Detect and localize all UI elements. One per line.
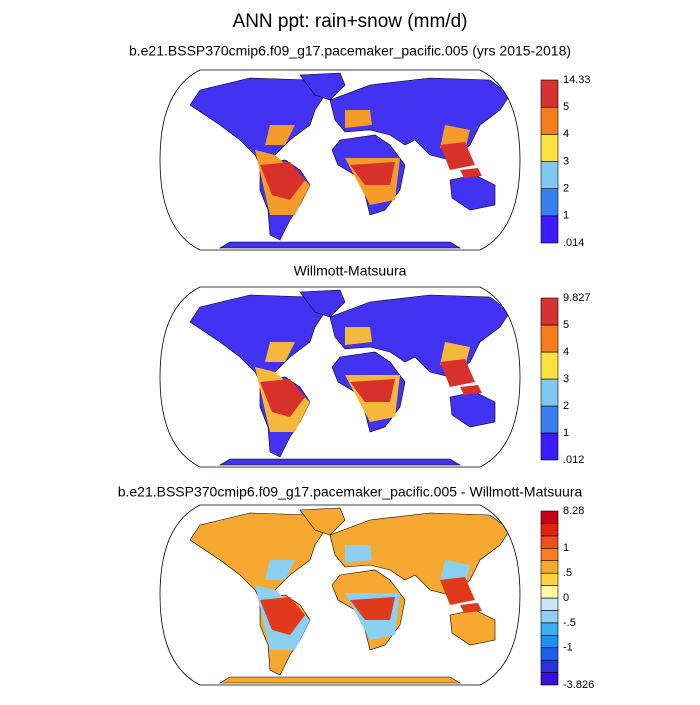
colorbar-label: -1 <box>563 642 573 654</box>
colorbar-box <box>540 351 559 380</box>
colorbar-label: 4 <box>563 346 569 358</box>
colorbar-box <box>540 610 559 624</box>
colorbar-label: 5 <box>563 101 569 113</box>
colorbar-label: 4 <box>563 128 569 140</box>
colorbar-label: .014 <box>563 237 584 249</box>
colorbar-box <box>540 672 559 686</box>
colorbar-box <box>540 560 559 574</box>
colorbar-label: 2 <box>563 183 569 195</box>
colorbar-label: 0 <box>563 592 569 604</box>
colorbar-box <box>540 297 559 326</box>
colorbar-box <box>540 535 559 549</box>
colorbar-label: 1 <box>563 542 569 554</box>
colorbar-box <box>540 647 559 661</box>
colorbar-box <box>540 572 559 586</box>
colorbar-box <box>540 547 559 562</box>
colorbar-box <box>540 106 559 135</box>
colorbar-box <box>540 432 559 461</box>
colorbar-box <box>540 510 559 524</box>
colorbar-box <box>540 161 559 189</box>
colorbar-box <box>540 378 559 407</box>
colorbar-label: 9.827 <box>563 292 591 304</box>
map <box>159 504 521 686</box>
panel-title: Willmott-Matsuura <box>294 263 407 279</box>
colorbar-label: 5 <box>563 319 569 331</box>
colorbar-box <box>540 79 559 108</box>
colorbar-box <box>540 585 559 599</box>
colorbar-label: 8.28 <box>563 505 584 517</box>
colorbar-label: -3.826 <box>563 679 594 691</box>
colorbar-label: 1 <box>563 210 569 222</box>
colorbar-box <box>540 659 559 673</box>
colorbar-box <box>540 134 559 162</box>
colorbar-label: 3 <box>563 373 569 385</box>
panel-title: b.e21.BSSP370cmip6.f09_g17.pacemaker_pac… <box>129 43 571 59</box>
colorbar-label: .012 <box>563 454 584 466</box>
colorbar-label: -.5 <box>563 617 576 629</box>
colorbar-label: 1 <box>563 427 569 439</box>
panel-title: b.e21.BSSP370cmip6.f09_g17.pacemaker_pac… <box>118 484 583 500</box>
figure-title: ANN ppt: rain+snow (mm/d) <box>233 11 468 32</box>
colorbar-label: 14.33 <box>563 74 591 86</box>
colorbar-box <box>540 622 559 636</box>
colorbar-box <box>540 634 559 649</box>
colorbar-label: .5 <box>563 567 572 579</box>
colorbar-box <box>540 597 559 611</box>
colorbar-label: 3 <box>563 155 569 167</box>
colorbar-box <box>540 188 559 217</box>
map <box>159 69 521 251</box>
colorbar-label: 2 <box>563 400 569 412</box>
colorbar-box <box>540 405 559 434</box>
colorbar-box <box>540 523 559 537</box>
colorbar-box <box>540 215 559 244</box>
colorbar-box <box>540 324 559 353</box>
map <box>159 286 521 468</box>
